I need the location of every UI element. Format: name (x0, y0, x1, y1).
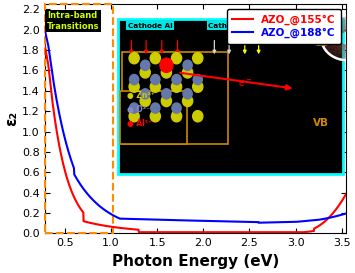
Line: AZO_@188°C: AZO_@188°C (45, 30, 346, 223)
Text: VB: VB (313, 118, 329, 128)
Circle shape (129, 53, 139, 64)
Circle shape (151, 103, 160, 113)
Circle shape (172, 103, 181, 113)
Circle shape (150, 53, 160, 64)
Circle shape (193, 111, 203, 122)
Circle shape (193, 53, 203, 64)
Circle shape (183, 89, 192, 99)
AZO_@155°C (278, 231, 282, 234)
Circle shape (141, 89, 150, 99)
Text: ● O²⁻: ● O²⁻ (127, 105, 150, 114)
Circle shape (141, 60, 150, 70)
Text: $e^-$: $e^-$ (238, 78, 253, 89)
Circle shape (129, 111, 139, 122)
AZO_@155°C (73, 198, 78, 202)
X-axis label: Photon Energy (eV): Photon Energy (eV) (112, 254, 279, 269)
Circle shape (140, 67, 150, 78)
Circle shape (130, 75, 139, 85)
AZO_@188°C (175, 219, 180, 222)
AZO_@155°C (43, 43, 47, 47)
Text: Intra-band
Transitions: Intra-band Transitions (47, 11, 99, 31)
AZO_@155°C (283, 231, 288, 234)
Legend: AZO_@155°C, AZO_@188°C: AZO_@155°C, AZO_@188°C (227, 9, 341, 44)
Text: ● Al³⁺: ● Al³⁺ (127, 119, 152, 128)
Bar (119, 19, 343, 174)
Bar (45, 4, 113, 233)
AZO_@155°C (164, 231, 169, 234)
AZO_@188°C (43, 28, 47, 31)
Circle shape (172, 75, 181, 85)
AZO_@188°C (250, 220, 254, 224)
Circle shape (151, 75, 160, 85)
AZO_@188°C (164, 218, 169, 222)
Text: Cathode ZnO: Cathode ZnO (208, 23, 261, 29)
Circle shape (150, 111, 160, 122)
AZO_@188°C (73, 175, 78, 178)
Text: Cathode Al: Cathode Al (128, 23, 172, 29)
Circle shape (193, 81, 203, 92)
Circle shape (171, 81, 182, 92)
Circle shape (130, 103, 139, 113)
Circle shape (171, 53, 182, 64)
Circle shape (140, 95, 150, 106)
Circle shape (150, 81, 160, 92)
AZO_@188°C (344, 212, 348, 215)
Circle shape (182, 67, 193, 78)
Circle shape (162, 60, 171, 70)
Text: CB: CB (313, 38, 329, 48)
Line: AZO_@155°C: AZO_@155°C (45, 45, 346, 232)
Circle shape (161, 67, 171, 78)
Bar (122, 52, 228, 144)
Bar (120, 91, 187, 144)
Text: ● Zn²⁺: ● Zn²⁺ (127, 91, 154, 100)
Circle shape (129, 81, 139, 92)
Circle shape (193, 75, 202, 85)
AZO_@155°C (250, 231, 254, 234)
Circle shape (171, 111, 182, 122)
AZO_@155°C (175, 231, 180, 234)
Circle shape (183, 60, 192, 70)
AZO_@155°C (298, 231, 302, 234)
AZO_@188°C (283, 221, 288, 224)
AZO_@188°C (257, 221, 261, 224)
Circle shape (182, 95, 193, 106)
Y-axis label: ε₂: ε₂ (4, 111, 19, 126)
Circle shape (161, 95, 171, 106)
AZO_@155°C (344, 192, 348, 195)
Circle shape (160, 58, 173, 72)
AZO_@188°C (278, 221, 282, 224)
Circle shape (162, 89, 171, 99)
